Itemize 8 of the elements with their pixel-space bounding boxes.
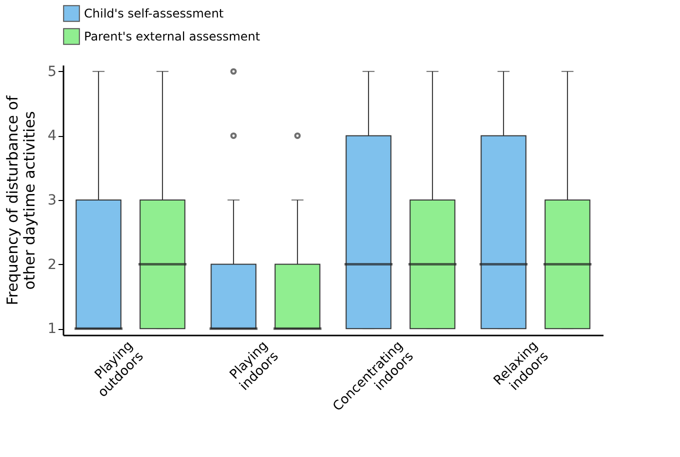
y-axis-title: Frequency of disturbance of other daytime activities xyxy=(4,95,39,306)
y-tick-label: 3 xyxy=(48,192,56,208)
y-tick-label: 2 xyxy=(48,256,56,273)
legend-label: Child's self-assessment xyxy=(84,6,224,20)
y-tick-label: 4 xyxy=(48,128,57,144)
legend-label: Parent's external assessment xyxy=(84,30,260,44)
y-tick-label: 5 xyxy=(48,64,56,80)
y-tick-label: 1 xyxy=(48,321,56,338)
